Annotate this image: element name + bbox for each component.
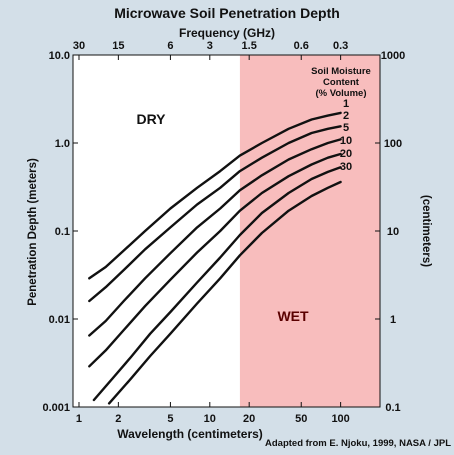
x-tick-label: 10 [204,413,216,425]
series-label-5: 5 [343,122,349,134]
y-tick-label: 0.001 [42,402,70,414]
legend-title-line: Soil Moisture [311,66,371,77]
series-line-30 [107,180,342,405]
x-tick-label: 1 [76,413,82,425]
x-tick-label: 2 [115,413,121,425]
top-tick-label: 0.3 [333,40,348,52]
right-tick-label: 0.1 [385,402,400,414]
series-label-2: 2 [343,110,349,122]
series-line-5 [88,138,342,337]
series-line-10 [88,152,342,368]
legend-title-line: (% Volume) [315,88,366,99]
y-tick-label: 10.0 [49,50,70,62]
right-tick-label: 10 [387,226,399,238]
right-tick-label: 1000 [381,50,405,62]
x-axis-label: Wavelength (centimeters) [117,427,263,441]
series-line-20 [92,166,342,402]
region-label-dry: DRY [136,111,166,127]
legend-title-line: Content [323,77,360,88]
y-tick-label: 1.0 [55,138,70,150]
y-tick-label: 0.01 [49,314,70,326]
region-label-wet: WET [277,308,309,324]
right-tick-label: 1 [390,314,396,326]
y-axis-label: Penetration Depth (meters) [27,158,39,306]
x-tick-label: 5 [167,413,173,425]
top-tick-label: 3 [207,40,213,52]
x-tick-label: 50 [295,413,307,425]
top-tick-label: 6 [167,40,173,52]
series-line-2 [88,125,342,303]
y-tick-label: 0.1 [55,226,70,238]
right-tick-label: 100 [384,138,402,150]
top-tick-label: 30 [73,40,85,52]
top-tick-label: 15 [112,40,124,52]
x-tick-label: 100 [331,413,349,425]
series-label-20: 20 [340,148,352,160]
top-tick-label: 1.5 [242,40,257,52]
region-dry [73,55,240,407]
region-wet [239,55,380,407]
series-label-10: 10 [340,135,352,147]
series-label-1: 1 [343,98,349,110]
credit-text: Adapted from E. Njoku, 1999, NASA / JPL [265,438,451,449]
series-label-30: 30 [340,161,352,173]
x-tick-label: 20 [243,413,255,425]
top-axis-label: Frequency (GHz) [179,26,275,40]
right-axis-label: (centimeters) [420,195,432,267]
series-line-1 [88,111,342,280]
top-tick-label: 0.6 [294,40,309,52]
chart-title: Microwave Soil Penetration Depth [114,5,340,21]
